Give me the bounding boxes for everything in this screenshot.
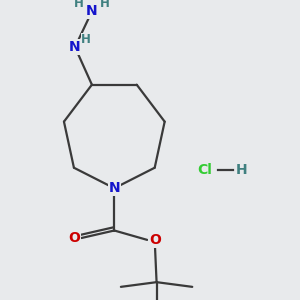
Text: H: H xyxy=(81,33,91,46)
Text: N: N xyxy=(86,4,98,18)
Text: H: H xyxy=(74,0,84,11)
Text: O: O xyxy=(68,231,80,245)
Text: H: H xyxy=(236,164,248,177)
Text: H: H xyxy=(100,0,110,11)
Text: O: O xyxy=(149,233,161,247)
Text: Cl: Cl xyxy=(197,164,212,177)
Text: N: N xyxy=(109,181,120,195)
Text: N: N xyxy=(69,40,81,54)
